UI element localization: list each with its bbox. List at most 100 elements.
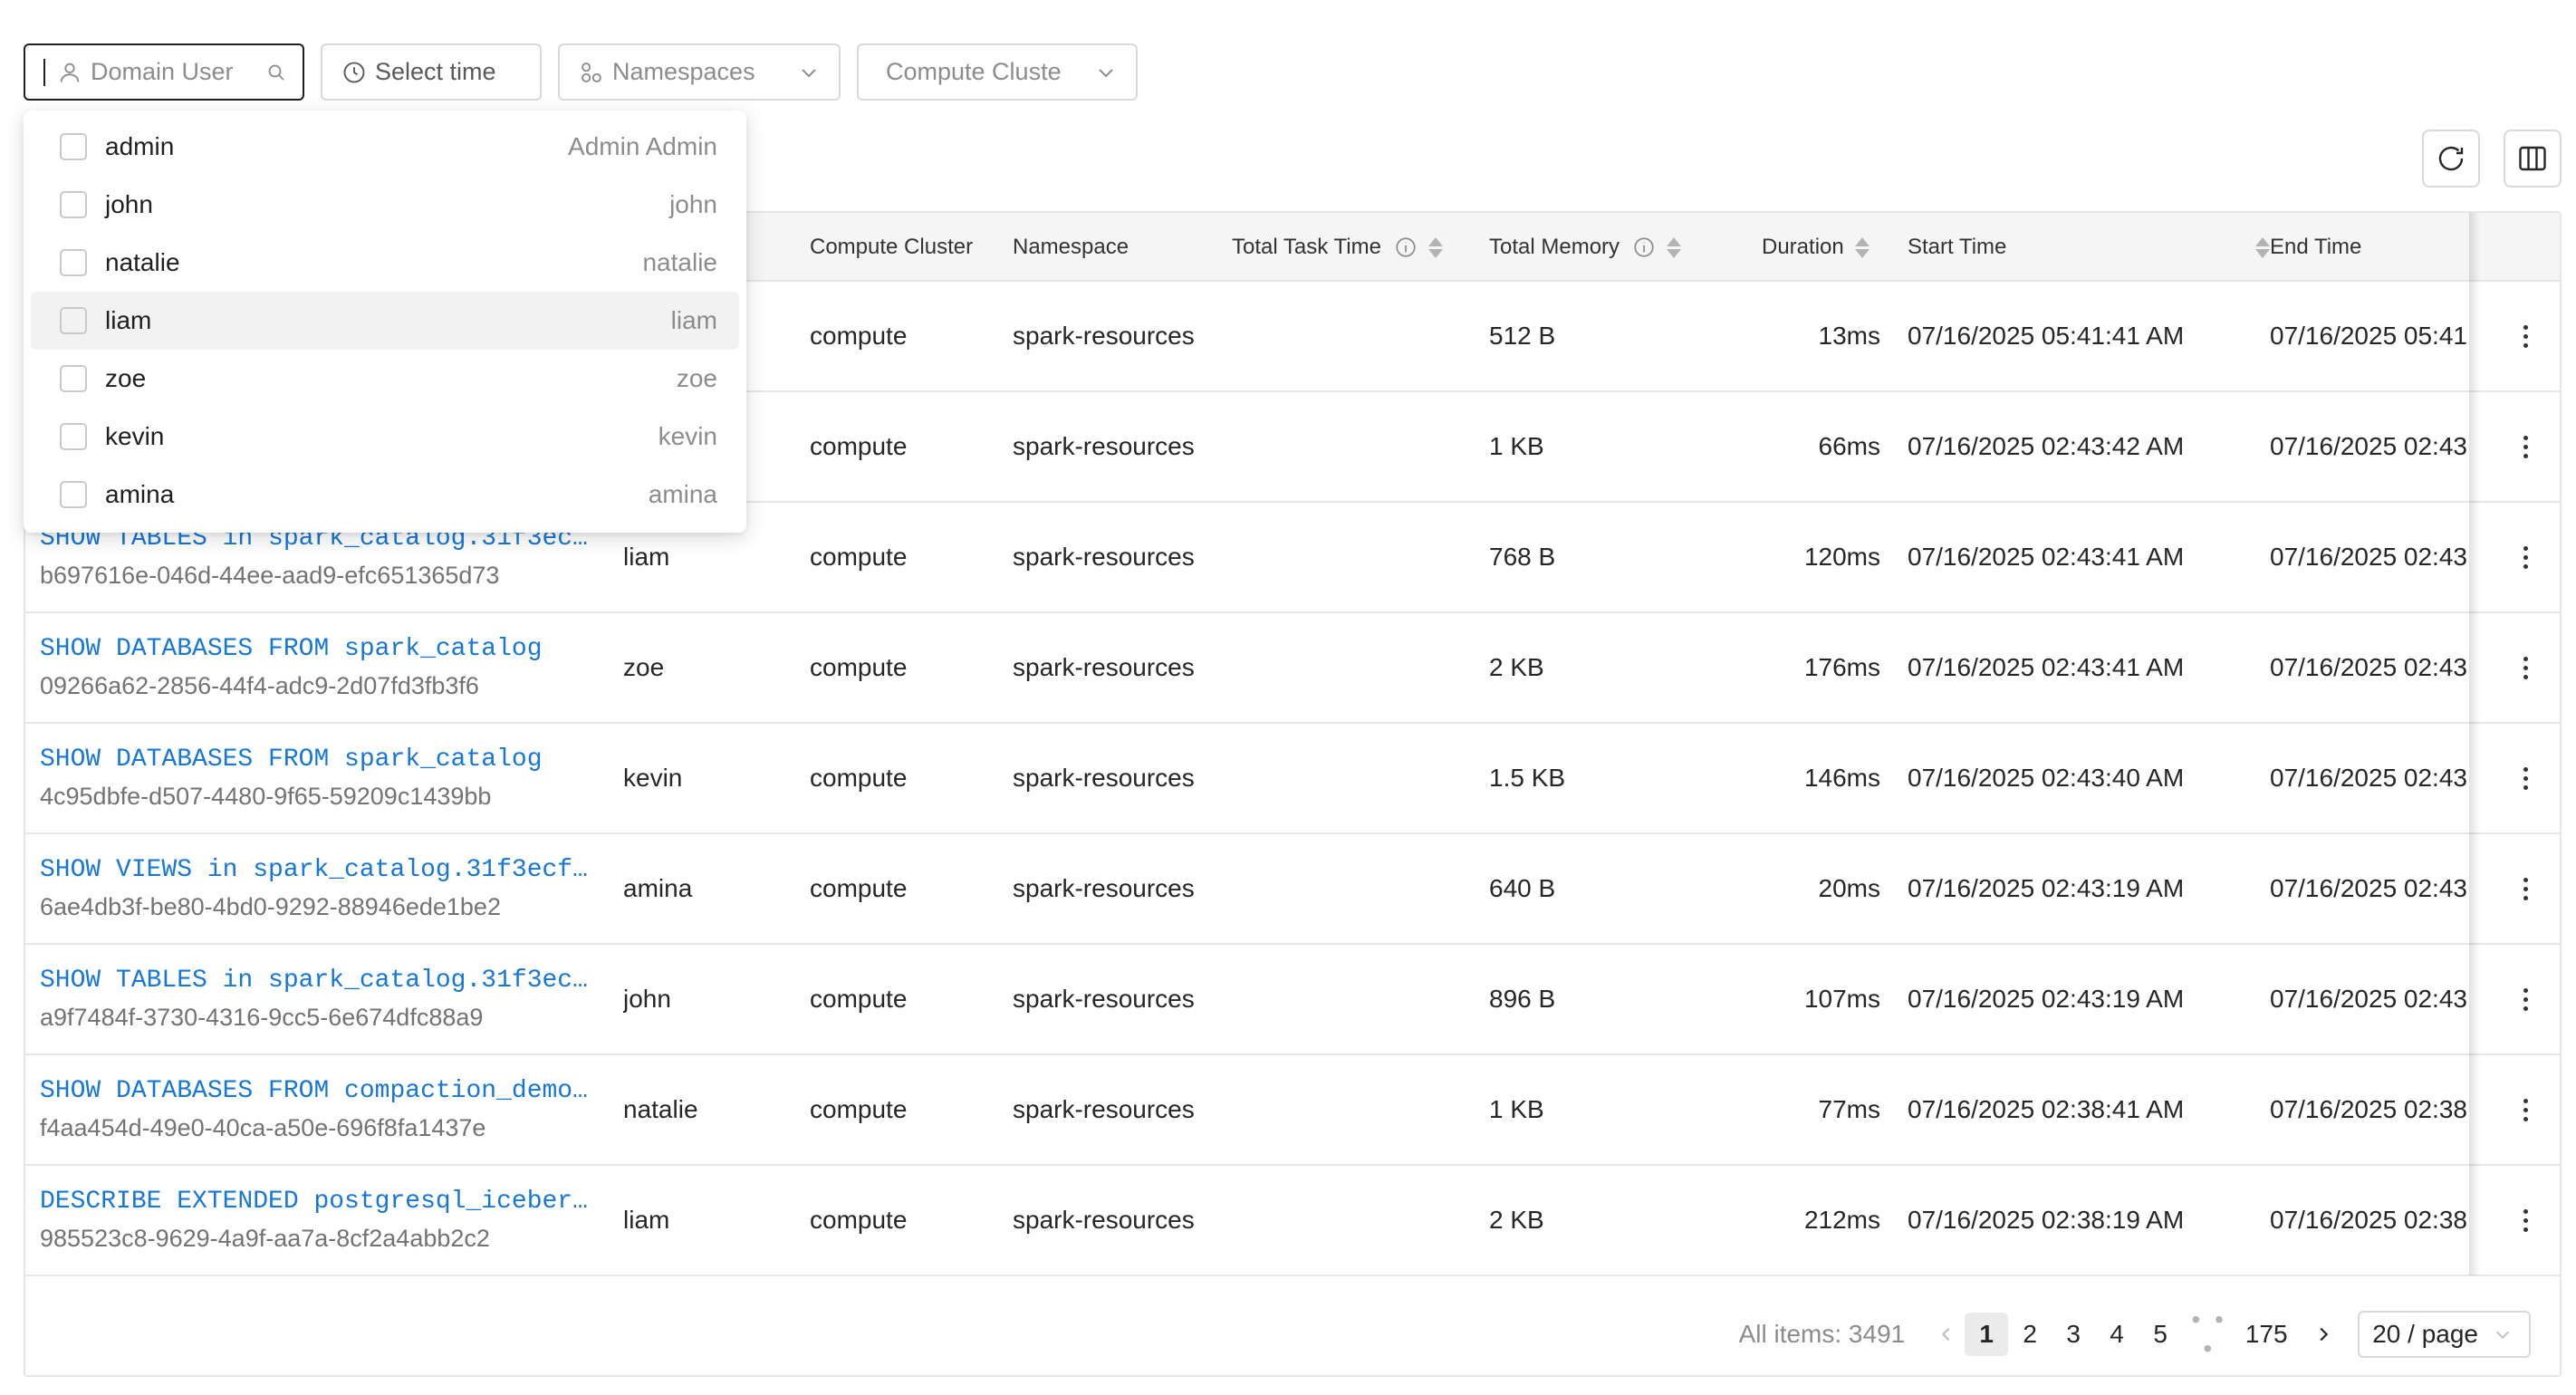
table-row[interactable]: SHOW DATABASES FROM spark_catalog 09266a… (25, 613, 2560, 724)
page-last[interactable]: 175 (2244, 1320, 2288, 1348)
namespace-cell: spark-resources (1013, 764, 1195, 792)
sort-icon[interactable] (1854, 236, 1870, 258)
option-description: john (669, 190, 717, 218)
col-namespace: Namespace (1013, 213, 1129, 282)
col-duration[interactable]: Duration (1762, 213, 1870, 282)
option-description: kevin (658, 422, 717, 450)
more-icon[interactable] (2480, 724, 2560, 832)
start-time-cell: 07/16/2025 02:43:40 AM (1908, 764, 2185, 792)
option-checkbox[interactable] (60, 133, 87, 160)
query-sql-link[interactable]: SHOW DATABASES FROM spark_catalog (40, 635, 543, 663)
sort-icon[interactable] (1667, 236, 1682, 258)
table-row[interactable]: SHOW DATABASES FROM spark_catalog 4c95db… (25, 724, 2560, 834)
table-row[interactable]: SHOW TABLES in spark_catalog.31f3ec… a9f… (25, 945, 2560, 1055)
namespaces-placeholder: Namespaces (612, 58, 755, 85)
refresh-icon (2438, 146, 2464, 171)
info-icon[interactable] (1394, 236, 1418, 259)
page-3[interactable]: 3 (2066, 1320, 2081, 1348)
page-1[interactable]: 1 (1965, 1313, 2009, 1356)
sort-icon[interactable] (2255, 236, 2270, 258)
dropdown-option-john[interactable]: john john (31, 176, 739, 234)
domain-user-select[interactable]: Domain User (24, 43, 304, 101)
query-sql-link[interactable]: SHOW TABLES in spark_catalog.31f3ec… (40, 967, 588, 995)
start-time-cell: 07/16/2025 05:41:41 AM (1908, 322, 2185, 350)
dropdown-option-natalie[interactable]: natalie natalie (31, 234, 739, 292)
more-icon[interactable] (2480, 392, 2560, 501)
option-checkbox[interactable] (60, 249, 87, 276)
page-5[interactable]: 5 (2153, 1320, 2167, 1348)
memory-cell: 896 B (1489, 985, 1556, 1013)
page-4[interactable]: 4 (2110, 1320, 2124, 1348)
col-total-task-time[interactable]: Total Task Time (1232, 213, 1443, 282)
page-size-select[interactable]: 20 / page (2358, 1311, 2531, 1358)
col-start-time-label: Start Time (1908, 235, 2007, 259)
prev-page-button[interactable] (1928, 1313, 1965, 1356)
more-icon[interactable] (2480, 1055, 2560, 1164)
refresh-button[interactable] (2422, 130, 2480, 188)
namespace-cell: spark-resources (1013, 653, 1195, 681)
col-end-time: End Time (2270, 213, 2361, 282)
query-cell: SHOW TABLES in spark_catalog.31f3ec… b69… (40, 503, 620, 611)
option-label: amina (105, 480, 175, 508)
option-description: amina (648, 480, 717, 508)
memory-cell: 2 KB (1489, 1206, 1544, 1234)
more-icon[interactable] (2480, 834, 2560, 943)
more-icon[interactable] (2480, 503, 2560, 611)
page-ellipsis[interactable]: • • • (2191, 1305, 2227, 1362)
more-icon[interactable] (2480, 1166, 2560, 1275)
cluster-cell: compute (810, 874, 908, 902)
query-id: 09266a62-2856-44f4-adc9-2d07fd3fb3f6 (40, 672, 479, 699)
option-checkbox[interactable] (60, 365, 87, 392)
option-checkbox[interactable] (60, 423, 87, 450)
user-cell: amina (623, 874, 693, 902)
select-time-button[interactable]: Select time (321, 43, 542, 101)
table-row[interactable]: SHOW VIEWS in spark_catalog.31f3ecf… 6ae… (25, 834, 2560, 945)
query-cell: SHOW VIEWS in spark_catalog.31f3ecf… 6ae… (40, 834, 620, 943)
more-icon[interactable] (2480, 282, 2560, 390)
more-icon[interactable] (2480, 613, 2560, 722)
more-icon[interactable] (2480, 945, 2560, 1053)
column-settings-button[interactable] (2504, 130, 2562, 188)
option-label: kevin (105, 422, 165, 450)
dropdown-option-liam[interactable]: liam liam (31, 292, 739, 350)
option-label: admin (105, 132, 175, 160)
start-time-cell: 07/16/2025 02:38:41 AM (1908, 1095, 2185, 1123)
chevron-down-icon (797, 61, 821, 84)
col-start-time[interactable]: Start Time (1908, 213, 2270, 282)
compute-cluster-select[interactable]: Compute Cluste (857, 43, 1138, 101)
option-description: zoe (676, 364, 717, 392)
dropdown-option-amina[interactable]: amina amina (31, 466, 739, 524)
user-cell: john (623, 985, 671, 1013)
query-sql-link[interactable]: SHOW DATABASES FROM compaction_demo… (40, 1077, 588, 1105)
col-compute-cluster-label: Compute Cluster (810, 235, 974, 259)
col-total-memory[interactable]: Total Memory (1489, 213, 1682, 282)
start-time-cell: 07/16/2025 02:43:19 AM (1908, 874, 2185, 902)
namespace-cell: spark-resources (1013, 985, 1195, 1013)
table-row[interactable]: SHOW DATABASES FROM compaction_demo… f4a… (25, 1055, 2560, 1166)
sort-icon[interactable] (1427, 236, 1443, 258)
chevron-down-icon (1094, 61, 1118, 84)
compute-cluster-placeholder: Compute Cluste (886, 58, 1062, 85)
query-sql-link[interactable]: SHOW VIEWS in spark_catalog.31f3ecf… (40, 856, 588, 884)
option-checkbox[interactable] (60, 481, 87, 508)
info-icon[interactable] (1632, 236, 1656, 259)
query-sql-link[interactable]: SHOW DATABASES FROM spark_catalog (40, 746, 543, 774)
table-row[interactable]: DESCRIBE EXTENDED postgresql_iceber… 985… (25, 1166, 2560, 1276)
option-description: Admin Admin (568, 132, 717, 160)
query-sql-link[interactable]: DESCRIBE EXTENDED postgresql_iceber… (40, 1188, 588, 1216)
option-description: liam (670, 306, 717, 334)
option-checkbox[interactable] (60, 191, 87, 218)
dropdown-option-zoe[interactable]: zoe zoe (31, 350, 739, 408)
dropdown-option-kevin[interactable]: kevin kevin (31, 408, 739, 466)
cluster-cell: compute (810, 1095, 908, 1123)
next-page-button[interactable] (2305, 1313, 2341, 1356)
option-label: liam (105, 306, 152, 334)
dropdown-option-admin[interactable]: admin Admin Admin (31, 118, 739, 176)
option-description: natalie (642, 248, 717, 276)
page-2[interactable]: 2 (2023, 1320, 2037, 1348)
option-checkbox[interactable] (60, 307, 87, 334)
query-cell: SHOW DATABASES FROM compaction_demo… f4a… (40, 1055, 620, 1164)
namespaces-select[interactable]: Namespaces (558, 43, 841, 101)
search-icon (264, 61, 288, 84)
col-total-task-time-label: Total Task Time (1232, 235, 1381, 259)
